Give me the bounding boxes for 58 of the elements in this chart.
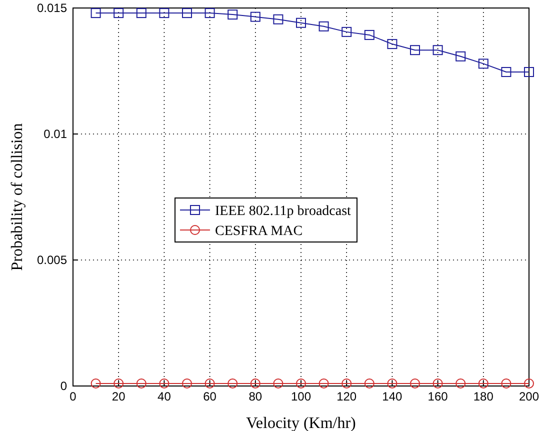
y-axis-title: Probability of collision: [9, 123, 26, 271]
x-tick-label: 40: [158, 390, 172, 404]
legend-label: IEEE 802.11p broadcast: [215, 204, 352, 219]
point: [273, 14, 284, 24]
x-tick-label: 0: [70, 390, 77, 404]
point: [387, 39, 398, 50]
point: [410, 45, 420, 56]
point: [250, 378, 260, 388]
point: [432, 378, 443, 388]
point: [296, 18, 306, 28]
point: [159, 8, 170, 18]
x-tick-label: 200: [518, 390, 540, 404]
x-tick-label: 100: [290, 390, 312, 404]
x-tick-label: 180: [473, 390, 494, 404]
point: [364, 30, 374, 40]
point: [318, 21, 329, 32]
point: [273, 378, 284, 388]
point: [501, 378, 512, 388]
point: [204, 378, 215, 388]
point: [456, 378, 466, 388]
y-tick-label: 0: [60, 378, 68, 393]
point: [524, 378, 534, 388]
legend-label: CESFRA MAC: [215, 224, 303, 239]
x-tick-label: 60: [203, 390, 217, 404]
point: [250, 12, 260, 22]
point: [524, 67, 534, 78]
x-tick-label: 160: [428, 390, 448, 404]
x-tick-label: 80: [248, 390, 262, 404]
point: [342, 26, 352, 37]
point: [410, 378, 420, 388]
point: [318, 378, 329, 388]
point: [478, 58, 488, 69]
point: [478, 378, 488, 388]
point: [114, 8, 124, 18]
point: [182, 378, 192, 388]
x-tick-label: 140: [382, 390, 403, 404]
x-tick-label: 20: [112, 390, 126, 404]
point: [296, 378, 306, 388]
point: [114, 378, 124, 388]
point: [204, 8, 215, 18]
point: [228, 10, 238, 20]
x-tick-label: 120: [336, 390, 357, 404]
point: [136, 8, 146, 18]
point: [364, 378, 374, 388]
point: [432, 45, 443, 56]
point: [501, 67, 512, 78]
point: [136, 378, 146, 388]
point: [90, 378, 101, 388]
point: [387, 378, 398, 388]
point: [456, 51, 466, 62]
y-tick-label: 0.005: [36, 252, 68, 267]
point: [182, 8, 192, 18]
y-tick-label: 0.01: [44, 126, 68, 141]
point: [228, 378, 238, 388]
point: [159, 378, 170, 388]
point: [90, 8, 101, 18]
y-tick-label: 0.015: [36, 0, 68, 15]
point: [342, 378, 352, 388]
